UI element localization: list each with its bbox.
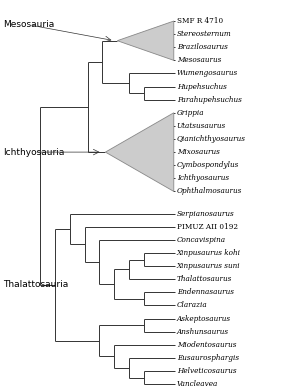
Text: Wumengosaurus: Wumengosaurus — [177, 69, 238, 78]
Text: Stereosternum: Stereosternum — [177, 30, 232, 38]
Text: Cymbospondylus: Cymbospondylus — [177, 161, 239, 169]
Polygon shape — [105, 113, 174, 191]
Text: Grippia: Grippia — [177, 109, 204, 117]
Text: Askeptosaurus: Askeptosaurus — [177, 314, 231, 323]
Text: Hupehsuchus: Hupehsuchus — [177, 83, 226, 91]
Text: PIMUZ AII 0192: PIMUZ AII 0192 — [177, 223, 238, 231]
Text: Xinpusaurus suni: Xinpusaurus suni — [177, 262, 240, 270]
Text: Mesosaurus: Mesosaurus — [177, 56, 221, 64]
Text: Qianichthyosaurus: Qianichthyosaurus — [177, 135, 246, 143]
Text: Thalattosaurus: Thalattosaurus — [177, 275, 232, 283]
Text: Vancleavea: Vancleavea — [177, 380, 218, 388]
Text: Ichthyosaurus: Ichthyosaurus — [177, 174, 229, 182]
Text: SMF R 4710: SMF R 4710 — [177, 17, 223, 25]
Text: Clarazia: Clarazia — [177, 301, 208, 309]
Text: Anshunsaurus: Anshunsaurus — [177, 328, 229, 336]
Text: Ichthyosauria: Ichthyosauria — [3, 148, 64, 156]
Text: Brazilosaurus: Brazilosaurus — [177, 43, 228, 51]
Polygon shape — [117, 21, 174, 60]
Text: Eusaurosphargis: Eusaurosphargis — [177, 354, 239, 362]
Text: Helveticosaurus: Helveticosaurus — [177, 367, 236, 375]
Text: Thalattosauria: Thalattosauria — [3, 280, 68, 289]
Text: Utatsusaurus: Utatsusaurus — [177, 122, 226, 130]
Text: Mixosaurus: Mixosaurus — [177, 148, 220, 156]
Text: Parahupehsuchus: Parahupehsuchus — [177, 96, 242, 103]
Text: Miodentosaurus: Miodentosaurus — [177, 341, 236, 349]
Text: Xinpusaurus kohi: Xinpusaurus kohi — [177, 249, 241, 257]
Text: Serpianosaurus: Serpianosaurus — [177, 210, 235, 218]
Text: Endennasaurus: Endennasaurus — [177, 289, 234, 296]
Text: Ophthalmosaurus: Ophthalmosaurus — [177, 187, 242, 196]
Text: Concavispina: Concavispina — [177, 236, 226, 244]
Text: Mesosauria: Mesosauria — [3, 20, 54, 29]
